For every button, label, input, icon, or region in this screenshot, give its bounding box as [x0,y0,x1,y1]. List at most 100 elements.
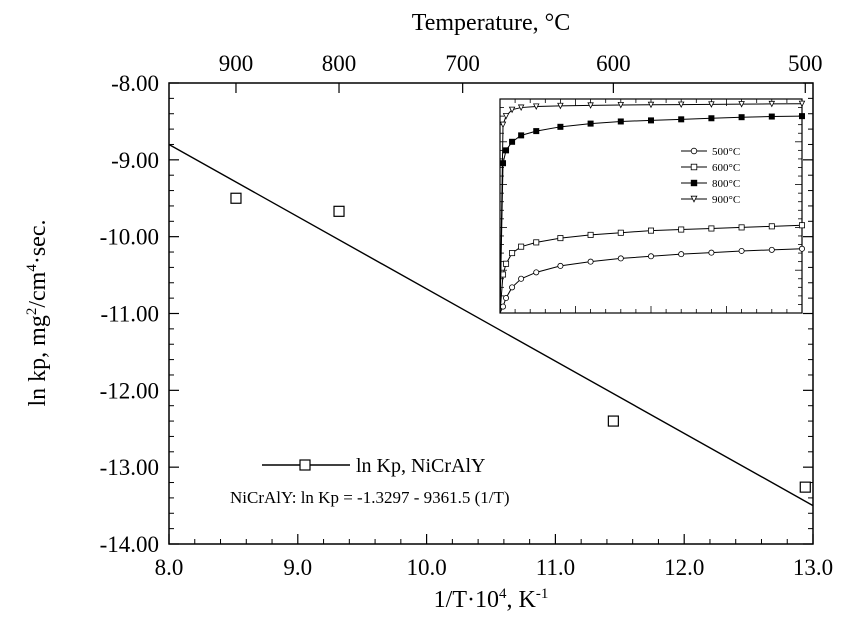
y-tick-label: -11.00 [100,302,159,327]
x-tick-label: 9.0 [283,555,312,580]
inset-marker [532,103,540,110]
inset-marker [587,102,594,109]
inset-legend-label: 600°C [712,162,740,174]
inset-marker [690,179,698,187]
y-axis-title-main: ln kp, mg [25,315,51,406]
inset-marker [617,101,625,109]
inset-marker [738,247,745,254]
inset-marker [518,243,525,250]
inset-marker [768,246,775,253]
main-legend: ln Kp, NiCrAlY [262,455,485,477]
inset-marker [557,262,564,269]
inset-legend: 500°C 600°C 800°C 900°C [681,146,740,206]
inset-axis-ticks [500,99,802,313]
inset-marker [648,227,655,234]
data-point [230,192,242,204]
inset-legend-label: 800°C [712,178,740,190]
inset-marker [768,223,775,230]
inset-marker [738,114,745,121]
inset-marker [499,121,507,129]
inset-marker [500,160,507,167]
inset-marker [503,295,510,302]
inset-legend-label: 900°C [712,194,740,206]
inset-marker [557,102,564,110]
inset-marker [557,123,564,130]
inset-marker [678,226,685,233]
data-point [333,205,345,217]
y-axis-title-sup2: 4 [24,264,40,272]
regression-line [168,143,814,507]
inset-marker [768,100,776,108]
inset-marker [509,250,516,257]
data-point [799,481,811,493]
inset-marker [738,224,745,231]
inset-frame [499,98,803,314]
x-axis-title-sup: 4 [499,586,507,602]
inset-marker [678,116,685,123]
inset-marker [503,260,510,267]
regression-equation: NiCrAlY: ln Kp = -1.3297 - 9361.5 (1/T) [230,488,510,507]
top-axis-title: Temperature, °C [412,10,571,36]
inset-marker [518,275,525,282]
inset-marker [690,147,698,155]
x-tick-label: 13.0 [793,555,833,580]
y-tick-label: -13.00 [100,455,159,480]
inset-marker [768,113,775,120]
y-tick-label: -14.00 [100,532,159,557]
inset-marker [798,100,806,108]
top-tick-label: 900 [219,51,254,76]
inset-marker [677,101,685,109]
inset-marker [647,101,655,109]
inset-marker [517,104,525,112]
x-axis-title-unit-sup: -1 [536,586,549,602]
y-axis-ticks: -8.00 -9.00 -10.00 -11.00 -12.00 -13.00 -14.00 [100,71,813,557]
inset-marker [617,118,624,125]
top-tick-label: 800 [322,51,357,76]
inset-marker [509,138,516,145]
inset-marker [678,251,685,258]
x-tick-label: 12.0 [664,555,704,580]
data-point [607,415,619,427]
inset-marker [708,249,715,256]
inset-marker [708,225,715,232]
inset-marker [502,113,510,120]
y-tick-label: -8.00 [111,71,159,96]
top-tick-label: 700 [445,51,480,76]
inset-marker [690,195,698,203]
inset-marker [799,245,806,252]
inset-marker [557,235,564,242]
data-points [230,192,811,493]
x-tick-label: 10.0 [406,555,446,580]
legend-marker-square [299,459,311,471]
inset-marker [503,147,510,154]
inset-marker [799,113,806,120]
y-axis-title-sup1: 2 [24,308,40,316]
y-axis-title-end: ·sec. [25,220,51,265]
inset-marker [617,229,624,236]
y-tick-label: -10.00 [100,225,159,250]
inset-marker [533,269,540,276]
inset-marker [799,222,806,229]
inset-plot: 500°C 600°C 800°C 900°C [499,98,806,314]
inset-marker [509,284,516,291]
y-tick-label: -12.00 [100,378,159,403]
inset-marker [587,231,594,238]
inset-marker [500,303,507,310]
top-axis-ticks: 900 800 700 600 500 [219,51,823,93]
x-axis-title-main: 1/T·10 [434,587,499,613]
inset-legend-label: 500°C [712,146,740,158]
legend-label: ln Kp, NiCrAlY [356,455,485,477]
inset-marker [648,253,655,260]
y-axis-title-mid: /cm [25,271,51,307]
inset-marker [648,117,655,124]
y-axis-title: ln kp, mg2/cm4·sec. [24,220,51,407]
inset-marker [708,101,715,108]
inset-marker [690,163,698,171]
x-axis-ticks: 8.0 9.0 10.0 11.0 12.0 13.0 [155,534,833,580]
x-axis-title: 1/T·104, K-1 [434,586,549,613]
top-tick-label: 500 [788,51,823,76]
inset-marker [708,115,715,122]
inset-marker [518,132,525,139]
inset-marker [508,106,516,114]
